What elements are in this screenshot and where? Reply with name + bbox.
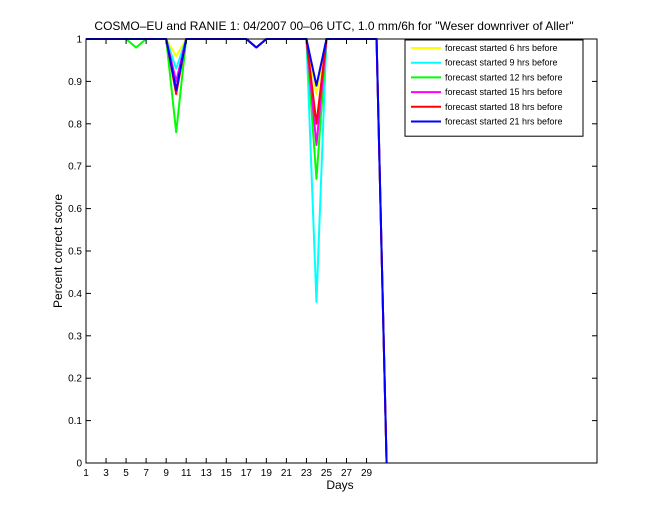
y-tick-label: 0.9 [68,77,82,88]
x-tick-label: 3 [103,468,109,479]
chart-title: COSMO–EU and RANIE 1: 04/2007 00–06 UTC,… [94,19,573,33]
y-tick-label: 1 [76,35,82,46]
x-tick-label: 27 [341,468,353,479]
legend-label: forecast started 18 hrs before [445,102,563,112]
y-tick-label: 0 [76,459,82,470]
y-tick-label: 0.4 [68,289,82,300]
x-tick-label: 1 [83,468,89,479]
x-tick-label: 23 [301,468,313,479]
y-tick-label: 0.2 [68,374,82,385]
y-tick-label: 0.1 [68,416,82,427]
legend: forecast started 6 hrs before forecast st… [404,39,584,137]
x-tick-label: 25 [321,468,333,479]
x-tick-label: 15 [221,468,233,479]
y-tick-label: 0.3 [68,331,82,342]
y-tick-label: 0.7 [68,162,82,173]
y-tick-label: 0.6 [68,204,82,215]
legend-label: forecast started 21 hrs before [445,117,563,127]
x-tick-label: 5 [123,468,129,479]
x-tick-label: 11 [181,468,192,479]
legend-box [404,39,584,137]
legend-label: forecast started 6 hrs before [445,43,558,53]
x-tick-label: 17 [241,468,253,479]
x-tick-label: 21 [281,468,293,479]
legend-label: forecast started 9 hrs before [445,58,558,68]
x-axis-label: Days [326,478,353,492]
legend-label: forecast started 15 hrs before [445,87,563,97]
x-tick-label: 9 [163,468,169,479]
x-tick-label: 29 [361,468,373,479]
legend-label: forecast started 12 hrs before [445,72,563,82]
y-axis-label: Percent correct score [51,194,65,308]
x-tick-label: 7 [143,468,149,479]
x-axis: 1 3 5 7 9 11 13 15 17 19 21 23 25 27 29 [83,39,373,479]
y-tick-label: 0.8 [68,119,82,130]
y-tick-label: 0.5 [68,247,82,258]
x-tick-label: 19 [261,468,273,479]
y-axis: 0 0.1 0.2 0.3 0.4 0.5 0.6 0.7 0.8 0.9 1 [68,35,597,470]
x-tick-label: 13 [201,468,213,479]
